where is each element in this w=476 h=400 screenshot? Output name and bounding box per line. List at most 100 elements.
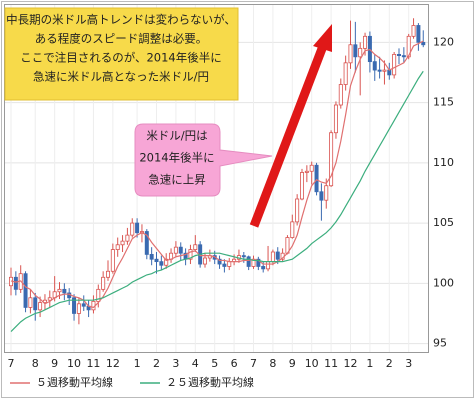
candle-body bbox=[309, 164, 314, 172]
candle-body bbox=[38, 302, 43, 311]
x-tick-label: 3 bbox=[405, 357, 412, 370]
candle-body bbox=[353, 44, 358, 58]
y-tick-label: 100 bbox=[433, 276, 454, 289]
x-tick-label: 9 bbox=[51, 357, 58, 370]
x-tick-label: 4 bbox=[192, 357, 199, 370]
candle-body bbox=[125, 234, 130, 242]
x-tick-label: 8 bbox=[32, 357, 39, 370]
annotation-text: 急速に米ドル高となった米ドル/円 bbox=[33, 70, 209, 84]
candle-body bbox=[348, 44, 353, 64]
x-tick-label: 6 bbox=[231, 357, 238, 370]
candle-body bbox=[411, 25, 416, 37]
candle-body bbox=[81, 303, 86, 307]
candle-body bbox=[222, 263, 227, 267]
callout-box bbox=[134, 123, 273, 197]
x-tick-label: 1 bbox=[366, 357, 373, 370]
y-tick-label: 120 bbox=[433, 35, 454, 48]
candle-body bbox=[319, 191, 324, 201]
candle-body bbox=[217, 258, 222, 265]
x-tick-label: 7 bbox=[8, 357, 15, 370]
candle-body bbox=[295, 198, 300, 223]
candle-body bbox=[72, 297, 77, 314]
candle-body bbox=[333, 104, 338, 134]
x-tick-label: 2 bbox=[386, 357, 393, 370]
candle-body bbox=[106, 270, 111, 278]
candle-body bbox=[57, 288, 62, 293]
candle-body bbox=[372, 61, 377, 71]
candle-body bbox=[396, 53, 401, 57]
annotation-text: 2014年後半に bbox=[139, 151, 214, 165]
candle-body bbox=[62, 288, 67, 294]
candle-body bbox=[13, 276, 18, 290]
y-tick-label: 95 bbox=[433, 337, 447, 350]
legend: ５週移動平均線 ２５週移動平均線 bbox=[10, 375, 254, 389]
candle-body bbox=[96, 288, 101, 302]
candle-body bbox=[421, 41, 426, 46]
candle-body bbox=[164, 258, 169, 266]
candle-body bbox=[47, 297, 52, 301]
candle-body bbox=[299, 172, 304, 200]
annotations: 中長期の米ドル高トレンドは変わらないが、ある程度のスピード調整は必要。ここで注目… bbox=[4, 7, 332, 228]
candle-body bbox=[149, 254, 154, 260]
candle-body bbox=[329, 132, 334, 187]
annotation-text: 中長期の米ドル高トレンドは変わらないが、 bbox=[6, 13, 236, 27]
x-tick-label: 12 bbox=[344, 357, 358, 370]
candle-body bbox=[392, 53, 397, 76]
candle-body bbox=[130, 222, 135, 236]
candle-body bbox=[363, 35, 368, 49]
marks bbox=[8, 18, 426, 332]
x-tick-label: 11 bbox=[324, 357, 338, 370]
note-box bbox=[4, 7, 239, 101]
y-tick-label: 115 bbox=[433, 96, 454, 109]
candle-body bbox=[188, 249, 193, 260]
annotation-text: ここで注目されるのが、2014年後半に bbox=[20, 51, 222, 65]
candle-body bbox=[377, 69, 382, 72]
candle-body bbox=[406, 35, 411, 58]
candle-body bbox=[246, 256, 251, 267]
candle-body bbox=[110, 249, 115, 272]
candle-body bbox=[120, 240, 125, 246]
x-tick-label: 9 bbox=[289, 357, 296, 370]
x-tick-label: 5 bbox=[211, 357, 218, 370]
candle-body bbox=[324, 185, 329, 201]
candle-body bbox=[33, 297, 38, 311]
trend-arrow bbox=[249, 44, 328, 228]
moving-average-line bbox=[10, 70, 424, 332]
y-tick-label: 110 bbox=[433, 156, 454, 169]
x-tick-label: 12 bbox=[106, 357, 120, 370]
candle-body bbox=[135, 222, 140, 234]
candle-body bbox=[256, 258, 261, 267]
annotation-text: 米ドル/円は bbox=[146, 129, 207, 143]
x-tick-label: 10 bbox=[67, 357, 81, 370]
annotation-text: 急速に上昇 bbox=[148, 173, 206, 187]
candle-body bbox=[270, 251, 275, 263]
candle-body bbox=[304, 170, 309, 173]
legend-label: ５週移動平均線 bbox=[36, 375, 113, 389]
candle-body bbox=[401, 55, 406, 58]
candle-body bbox=[290, 221, 295, 238]
x-tick-label: 3 bbox=[172, 357, 179, 370]
candle-body bbox=[144, 231, 149, 255]
legend-label: ２５週移動平均線 bbox=[166, 375, 254, 389]
candle-body bbox=[275, 251, 280, 260]
candle-body bbox=[358, 47, 363, 58]
candle-body bbox=[28, 297, 33, 308]
candle-body bbox=[241, 255, 246, 258]
candle-body bbox=[387, 69, 392, 76]
x-tick-label: 7 bbox=[250, 357, 257, 370]
candle-body bbox=[314, 164, 319, 193]
candle-body bbox=[202, 257, 207, 265]
x-tick-label: 11 bbox=[86, 357, 100, 370]
candle-body bbox=[23, 273, 28, 308]
candle-body bbox=[178, 246, 183, 254]
candle-body bbox=[338, 84, 343, 106]
x-tick-label: 2 bbox=[153, 357, 160, 370]
candle-body bbox=[193, 244, 198, 250]
x-tick-label: 10 bbox=[305, 357, 319, 370]
x-tick-label: 1 bbox=[134, 357, 141, 370]
y-tick-label: 105 bbox=[433, 216, 454, 229]
candle-body bbox=[416, 25, 421, 43]
